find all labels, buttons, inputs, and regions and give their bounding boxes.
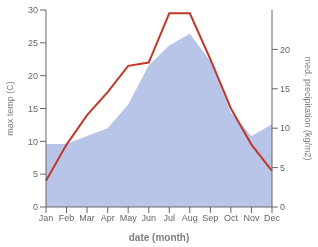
svg-text:10: 10 (280, 123, 290, 133)
svg-text:Jul: Jul (164, 213, 176, 223)
svg-text:med. precipitation (kg/m2): med. precipitation (kg/m2) (303, 56, 310, 160)
svg-text:Apr: Apr (101, 213, 115, 223)
svg-text:5: 5 (280, 163, 285, 173)
svg-text:Nov: Nov (243, 213, 260, 223)
svg-text:10: 10 (28, 137, 38, 147)
svg-text:Feb: Feb (59, 213, 75, 223)
svg-text:May: May (120, 213, 138, 223)
svg-text:Jan: Jan (39, 213, 54, 223)
svg-text:Sep: Sep (202, 213, 218, 223)
svg-text:15: 15 (28, 104, 38, 114)
svg-text:20: 20 (280, 45, 290, 55)
svg-text:Dec: Dec (264, 213, 281, 223)
svg-text:Oct: Oct (224, 213, 239, 223)
svg-text:0: 0 (280, 202, 285, 212)
svg-text:25: 25 (28, 38, 38, 48)
svg-text:Mar: Mar (79, 213, 95, 223)
svg-text:0: 0 (33, 202, 38, 212)
svg-text:15: 15 (280, 84, 290, 94)
svg-text:30: 30 (28, 5, 38, 15)
svg-text:Jun: Jun (141, 213, 156, 223)
svg-text:max temp (C): max temp (C) (8, 81, 15, 136)
svg-text:20: 20 (28, 71, 38, 81)
svg-text:date (month): date (month) (129, 232, 190, 243)
svg-text:Aug: Aug (182, 213, 198, 223)
svg-text:5: 5 (33, 169, 38, 179)
